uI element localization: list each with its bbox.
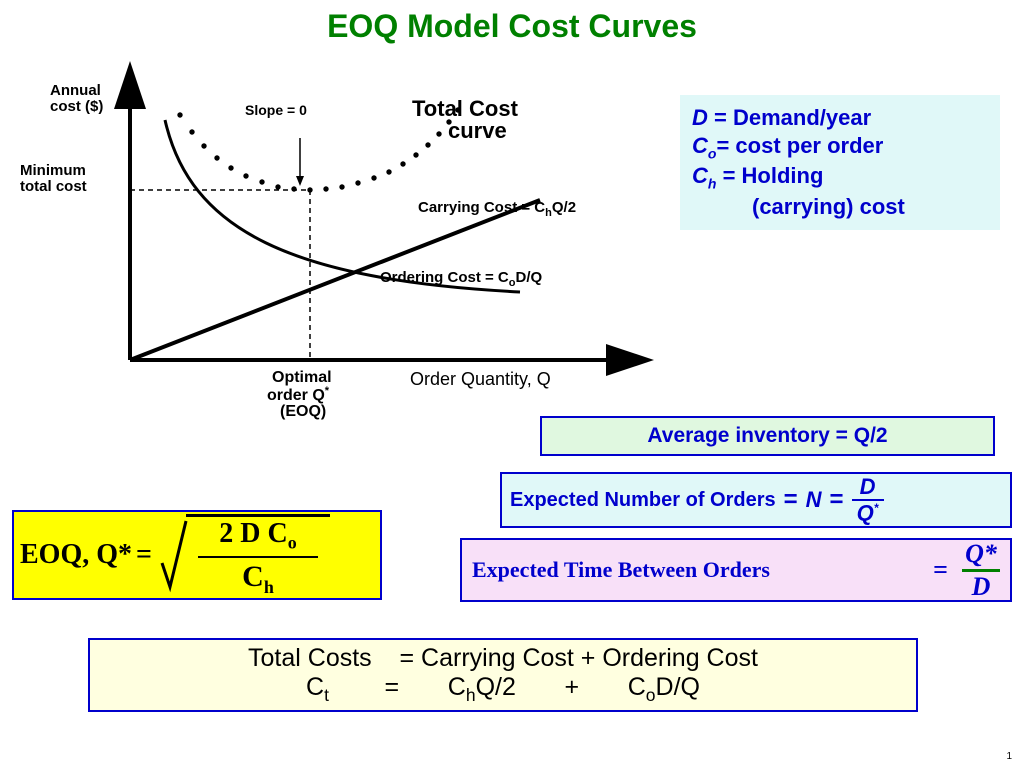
d-text: = Demand/year — [708, 105, 871, 130]
eoq-formula-box: EOQ, Q* = 2 D Co Ch — [12, 510, 382, 600]
orders-num: D — [860, 476, 876, 498]
total-eq: = — [385, 673, 400, 701]
orders-label: Expected Number of Orders — [510, 489, 776, 512]
y-axis-label: Annualcost ($) — [50, 82, 103, 115]
d-symbol: D — [692, 105, 708, 130]
eoq-fraction-bar — [198, 556, 318, 558]
total-line1-b: = Carrying Cost + Ordering Cost — [399, 644, 757, 672]
slope-arrowhead — [296, 176, 304, 186]
time-label: Expected Time Between Orders — [472, 557, 770, 583]
total-costs-box: Total Costs = Carrying Cost + Ordering C… — [88, 638, 918, 712]
optimal-q-label: Optimal order Q* (EOQ) — [267, 369, 336, 420]
expected-time-box: Expected Time Between Orders = Q* D — [460, 538, 1012, 602]
eoq-lhs: EOQ, Q* — [20, 539, 132, 571]
min-cost-label: Minimumtotal cost — [20, 162, 87, 195]
definitions-box: D = Demand/year Co= cost per order Ch = … — [680, 95, 1000, 230]
ch-symbol: C — [692, 163, 708, 188]
avg-inventory-box: Average inventory = Q/2 — [540, 416, 995, 456]
time-eq: = — [933, 555, 948, 585]
eoq-eq: = — [136, 539, 152, 571]
ch-text2: (carrying) cost — [752, 194, 905, 219]
orders-eq1: = — [784, 486, 798, 514]
time-num: Q* — [965, 541, 997, 567]
page-number: 1 — [1006, 751, 1012, 762]
time-den: D — [972, 574, 991, 600]
total-chq: ChQ/2 — [448, 673, 516, 701]
co-symbol: C — [692, 133, 708, 158]
ch-text: = Holding — [716, 163, 823, 188]
total-cost-label: Total Costcurve — [412, 96, 519, 143]
ordering-cost-label: Ordering Cost = CoD/Q — [380, 269, 543, 289]
x-axis-label: Order Quantity, Q — [410, 369, 551, 389]
total-plus: + — [564, 673, 579, 701]
co-text: = cost per order — [716, 133, 883, 158]
eoq-sqrt: 2 D Co Ch — [160, 514, 330, 596]
eoq-denominator: Ch — [242, 562, 274, 596]
total-codq: CoD/Q — [628, 673, 700, 701]
total-ct: Ct — [306, 673, 329, 701]
cost-curves-chart: Annualcost ($) Minimumtotal cost Slope =… — [20, 60, 660, 420]
eoq-numerator: 2 D Co — [219, 520, 296, 552]
total-line1-a: Total Costs — [248, 644, 372, 672]
orders-eq2: = — [830, 486, 844, 514]
slope-label: Slope = 0 — [245, 102, 307, 118]
orders-n: N — [806, 487, 822, 513]
orders-den: Q* — [857, 502, 879, 524]
page-title: EOQ Model Cost Curves — [0, 8, 1024, 45]
expected-orders-box: Expected Number of Orders = N = D Q* — [500, 472, 1012, 528]
sqrt-icon — [160, 517, 188, 593]
